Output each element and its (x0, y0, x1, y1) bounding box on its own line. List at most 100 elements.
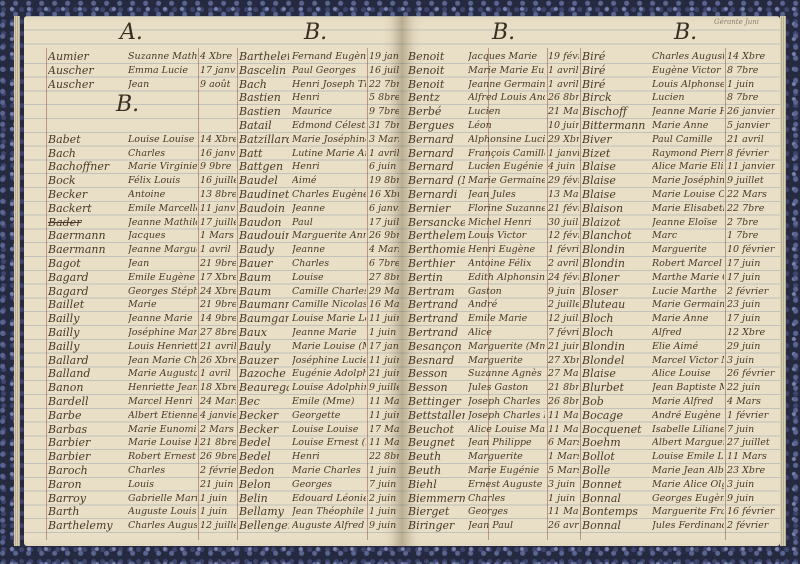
entry-date: 9 9bre (200, 161, 232, 173)
entry-given-names (128, 119, 197, 133)
entry-given-names: Charles (292, 258, 330, 269)
entry-date: 11 Mars (369, 437, 399, 449)
entry-given-names: Marguerite Anne (292, 230, 366, 242)
entry-given-names: Albert Marguerite Eugène (652, 437, 724, 449)
entry-surname: Biemmermann (408, 491, 465, 505)
entry-date: 29 juin (727, 340, 761, 352)
entry-given-names: Jeanne Marie Héloïse (652, 106, 724, 118)
entry-given-names: Robert Marcel Pierre (652, 258, 724, 269)
entry-given-names: Jules Gaston (468, 382, 529, 394)
entry-surname: Bentz (408, 91, 440, 105)
left-page: A. B. B. Aumier Suzanne Mathilde4 Xbre Aus… (24, 16, 402, 546)
entry-surname: Baum (239, 270, 272, 284)
entry-given-names: Marie Charles (292, 465, 361, 476)
entry-surname: Baudel (239, 174, 278, 188)
entry-given-names: Elie Aimé (652, 340, 699, 352)
entry-surname: Bauer (239, 257, 273, 270)
entry-surname: Bedel (239, 436, 271, 450)
entry-surname: Baux (239, 326, 267, 339)
entry-given-names: Henriette Jeanne (128, 382, 197, 394)
entry-surname: Baudon (239, 215, 282, 229)
entry-surname: Benoit (408, 63, 445, 77)
entry-surname: Baudy (239, 243, 274, 257)
entry-given-names: Marie Augusta (128, 368, 197, 380)
entry-surname: Bolle (582, 464, 611, 477)
entry-surname: Bierget (408, 505, 450, 519)
entry-surname: Biré (582, 77, 606, 91)
entry-given-names: Charles Auguste (128, 520, 197, 532)
entry-date: 27 Mars (548, 368, 579, 380)
entry-given-names: Jean Baptiste Marcel (652, 382, 724, 394)
entry-given-names (128, 105, 197, 119)
entry-given-names: Henri Joseph Thomas (292, 78, 366, 90)
entry-date: 6 janvier (369, 202, 399, 214)
entry-date: 16 janvier (200, 147, 236, 159)
entry-date: 11 Mars (369, 396, 399, 407)
entry-surname: Bernard (Mme) (408, 174, 465, 188)
entry-surname: Birck (582, 91, 612, 105)
entry-surname: Blaizot (582, 215, 621, 229)
entry-surname: Baroch (48, 464, 88, 477)
entry-surname: Bollot (582, 450, 615, 464)
entry-date: 21 8bre (548, 382, 579, 394)
entry-surname: Bastien (239, 91, 281, 105)
entry-date: 6 juin (369, 161, 397, 173)
entry-given-names: Alice (468, 327, 492, 338)
entry-given-names (128, 91, 197, 105)
entry-date: 9 7bre (369, 106, 399, 118)
entry-surname: Bach (239, 77, 267, 91)
entry-given-names: Marie Elisabeth (652, 202, 724, 214)
entry-surname: Barbier (48, 436, 91, 450)
entry-given-names: Marcel Victor Marie (652, 354, 724, 366)
entry-date: 16 Xbre (369, 189, 399, 200)
entry-given-names: Marie Alice Olga (652, 478, 724, 490)
entry-surname: Battgen (239, 160, 284, 174)
entry-date: 17 juin (727, 271, 761, 283)
entry-surname: Bagot (48, 257, 81, 270)
entry-date: 21 9bre (200, 258, 236, 269)
entry-surname: Blondel (582, 353, 625, 367)
entry-given-names: Gabrielle Marie Antoinette (128, 492, 197, 504)
entry-date: 24 février (548, 271, 579, 283)
entry-given-names: Louise Louise Louis (128, 133, 197, 145)
entry-date: 1 juin (200, 506, 228, 518)
entry-surname: Baumgartner (239, 312, 289, 326)
entry-given-names: Suzanne Mathilde (128, 51, 197, 62)
entry-surname: Bailly (48, 326, 80, 339)
entry-surname: Bertrand (408, 312, 459, 326)
entry-date: 24 Mars (200, 396, 236, 407)
entry-given-names: Marcel Henri (128, 396, 193, 407)
entry-given-names: Alice Louise (652, 368, 711, 380)
entry-date: 11 juin (369, 313, 399, 325)
entry-given-names: Alice Marie Elisabeth (652, 161, 724, 173)
entry-date: 1 juin (548, 492, 576, 504)
entry-given-names: Louis Henriette (128, 340, 197, 352)
entry-given-names: Raymond Pierre (652, 147, 724, 159)
entry-surname: Blaise (582, 367, 616, 381)
entry-date: 7 février (548, 327, 579, 338)
entry-given-names: Marie Virginie (128, 161, 197, 173)
entry-date: 8 7bre (727, 92, 759, 104)
entry-given-names: Charles Eugène (292, 189, 366, 200)
entry-date: 4 Xbre (200, 51, 233, 62)
entry-given-names: Louise Marie Louise (292, 313, 366, 325)
entry-given-names: Auguste Louis (128, 506, 197, 518)
entry-given-names: Jean Marie Charles (128, 354, 197, 366)
entry-date: 21 février (548, 202, 579, 214)
entry-given-names: Louis Victor (468, 230, 527, 242)
entry-given-names: Henri Eugène (468, 244, 536, 256)
entry-given-names: Marguerite (652, 244, 707, 256)
entry-given-names: Louise (292, 271, 324, 283)
entry-given-names: Eugène Victor (652, 64, 721, 76)
entry-date: 22 8bre (369, 451, 399, 463)
entry-date: 21 juin (369, 368, 399, 380)
entry-surname: Bach (48, 146, 76, 160)
entry-surname: Beuth (408, 464, 442, 477)
entry-given-names: Georges Stéphane (128, 285, 197, 297)
entry-date: 13 8bre (200, 189, 236, 200)
entry-given-names: Alfred (652, 327, 682, 338)
entry-surname: Auscher (48, 63, 94, 77)
entry-surname: Baermann (48, 229, 106, 243)
entry-given-names: Marc (652, 230, 678, 242)
entry-surname: Bluteau (582, 298, 626, 312)
